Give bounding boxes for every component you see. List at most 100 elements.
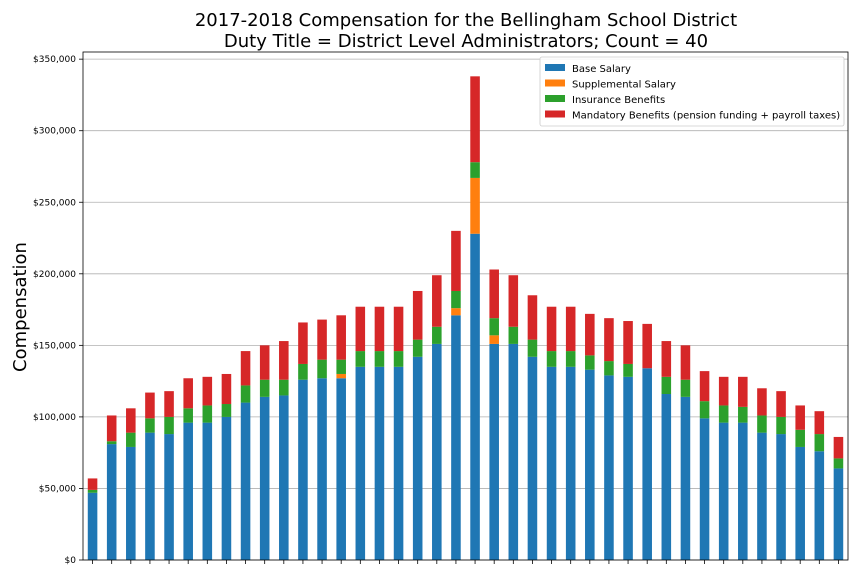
bar-segment-1	[623, 376, 633, 560]
bar-segment-1	[565, 366, 576, 560]
bar-segment-4	[661, 341, 672, 377]
bar-segment-4	[680, 345, 691, 380]
bar-segment-1	[546, 366, 557, 560]
bar-segment-1	[183, 422, 193, 560]
bar-segment-4	[145, 392, 155, 419]
bar-segment-3	[585, 355, 595, 370]
bar-segment-3	[680, 379, 691, 397]
bar-segment-1	[87, 492, 98, 560]
bar-segment-3	[202, 405, 213, 423]
bar-segment-4	[126, 408, 136, 433]
bar-segment-1	[757, 432, 767, 560]
bar-segment-4	[623, 321, 633, 364]
bar-segment-2	[470, 177, 480, 234]
bar-segment-4	[738, 376, 748, 407]
bar-segment-4	[221, 373, 232, 405]
bar-segment-3	[738, 406, 748, 423]
bar-segment-1	[738, 422, 748, 560]
legend-entry: Supplemental Salary	[572, 80, 676, 91]
legend-swatch	[545, 95, 565, 102]
bar-segment-3	[623, 363, 633, 377]
bar-segment-4	[470, 76, 480, 163]
bar-segment-4	[508, 275, 519, 327]
bar-segment-4	[776, 391, 786, 417]
legend: Base Salary Supplemental Salary Insurance …	[539, 56, 845, 127]
bar-segment-3	[661, 376, 672, 394]
bar-segment-4	[757, 388, 767, 416]
bar-segment-1	[298, 379, 308, 560]
bar-segment-1	[221, 416, 232, 560]
bar-segment-4	[279, 341, 289, 380]
bar-segment-1	[776, 434, 786, 560]
bar-segment-4	[393, 306, 404, 352]
bar-segment-1	[355, 366, 366, 560]
bar-segment-3	[451, 290, 461, 309]
bar-segment-1	[279, 395, 289, 560]
bar-segment-3	[183, 408, 193, 423]
bar-segment-4	[546, 306, 557, 352]
y-tick-label: $350,000	[33, 55, 76, 65]
bar-segment-4	[814, 411, 825, 435]
bar-segment-3	[240, 385, 251, 403]
bar-segment-3	[279, 379, 289, 396]
bar-segment-3	[432, 326, 442, 344]
y-tick-label: $50,000	[39, 484, 76, 494]
bar-segment-4	[183, 378, 193, 409]
bar-segment-1	[527, 356, 538, 560]
bar-segment-3	[795, 429, 805, 447]
plot-frame	[82, 51, 849, 561]
chart-title: 2017-2018 Compensation for the Bellingha…	[195, 10, 737, 31]
bar-segment-3	[489, 318, 499, 336]
legend-entry: Insurance Benefits	[572, 95, 665, 106]
bar-segment-2	[336, 373, 346, 379]
bar-segment-2	[451, 308, 461, 316]
bar-segment-4	[164, 391, 174, 417]
bar-segment-1	[680, 396, 691, 560]
bar-segment-1	[145, 432, 155, 560]
y-tick-label: $150,000	[33, 341, 76, 351]
axes-layer: $0 $50,000 $100,000 $150,000 $200,000 $250,00…	[33, 51, 849, 566]
bar-segment-4	[355, 306, 366, 352]
bar-segment-1	[412, 356, 423, 560]
bar-segment-4	[565, 306, 576, 352]
bar-segment-1	[164, 434, 174, 560]
bar-segment-3	[259, 379, 270, 397]
bar-segment-3	[164, 416, 174, 435]
bar-segment-4	[432, 275, 442, 327]
legend-swatch	[545, 64, 565, 71]
bar-segment-3	[757, 415, 767, 433]
bar-segment-4	[374, 306, 385, 352]
chart-subtitle: Duty Title = District Level Administrato…	[224, 31, 708, 52]
bar-segment-4	[298, 322, 308, 364]
bar-segment-3	[508, 326, 519, 344]
bar-segment-4	[699, 371, 710, 402]
bar-segment-1	[661, 394, 672, 560]
y-tick-label: $250,000	[33, 198, 76, 208]
bar-segment-1	[699, 418, 710, 560]
bar-segment-1	[374, 366, 385, 560]
bar-segment-1	[833, 468, 844, 560]
bar-segment-1	[508, 343, 519, 560]
legend-box	[539, 56, 845, 127]
bar-segment-1	[240, 402, 251, 560]
bar-segment-3	[87, 489, 98, 493]
bar-segment-4	[833, 436, 844, 459]
bar-segment-1	[106, 444, 117, 560]
y-tick-label: $200,000	[33, 270, 76, 280]
bar-segment-4	[317, 319, 327, 360]
bar-segment-3	[355, 351, 366, 367]
bars-layer	[87, 76, 844, 561]
bar-segment-1	[336, 378, 346, 560]
bar-segment-1	[718, 422, 729, 560]
bar-segment-4	[795, 405, 805, 430]
bar-segment-1	[202, 422, 213, 560]
bar-segment-1	[393, 366, 404, 560]
y-tick-label: $300,000	[33, 127, 76, 137]
bar-segment-4	[489, 269, 499, 319]
bar-segment-1	[126, 446, 136, 560]
legend-swatch	[545, 79, 565, 87]
bar-segment-4	[527, 295, 538, 340]
bar-segment-3	[298, 363, 308, 380]
bar-segment-2	[489, 335, 499, 344]
bar-segment-1	[259, 396, 270, 560]
